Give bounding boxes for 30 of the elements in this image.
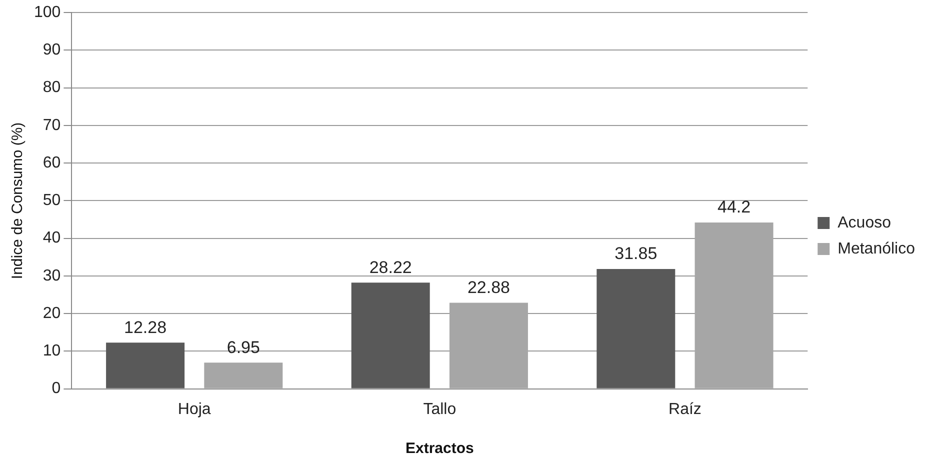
bar (204, 362, 283, 388)
data-label: 44.2 (717, 198, 751, 217)
y-tick-label: 40 (42, 230, 61, 247)
y-tick-label: 50 (42, 192, 61, 210)
y-tick-label: 10 (42, 342, 61, 360)
x-tick-label: Hoja (178, 400, 211, 418)
y-tick-label: 20 (42, 304, 61, 322)
data-label: 31.85 (614, 244, 658, 264)
y-axis-title: Indice de Consumo (%) (9, 122, 26, 280)
bar (106, 342, 185, 388)
y-tick-label: 30 (42, 267, 61, 284)
legend-label: Metanólico (838, 240, 916, 258)
y-tick-label: 60 (42, 154, 61, 172)
bar (596, 268, 676, 388)
bar (351, 282, 430, 388)
legend-label: Acuoso (838, 214, 892, 232)
data-label: 28.22 (369, 258, 412, 277)
x-axis-title: Extractos (405, 440, 474, 458)
data-label: 6.95 (226, 338, 260, 357)
y-tick-label: 0 (52, 380, 61, 398)
y-tick-label: 80 (42, 79, 61, 96)
y-tick-label: 90 (42, 42, 61, 59)
y-tick-label: 100 (34, 4, 61, 22)
data-label: 22.88 (467, 278, 510, 297)
data-label: 12.28 (124, 318, 167, 337)
bar (449, 302, 528, 388)
bar (694, 222, 774, 388)
x-tick-label: Raíz (668, 400, 702, 418)
y-tick-label: 70 (42, 116, 61, 134)
x-tick-label: Tallo (423, 400, 456, 418)
